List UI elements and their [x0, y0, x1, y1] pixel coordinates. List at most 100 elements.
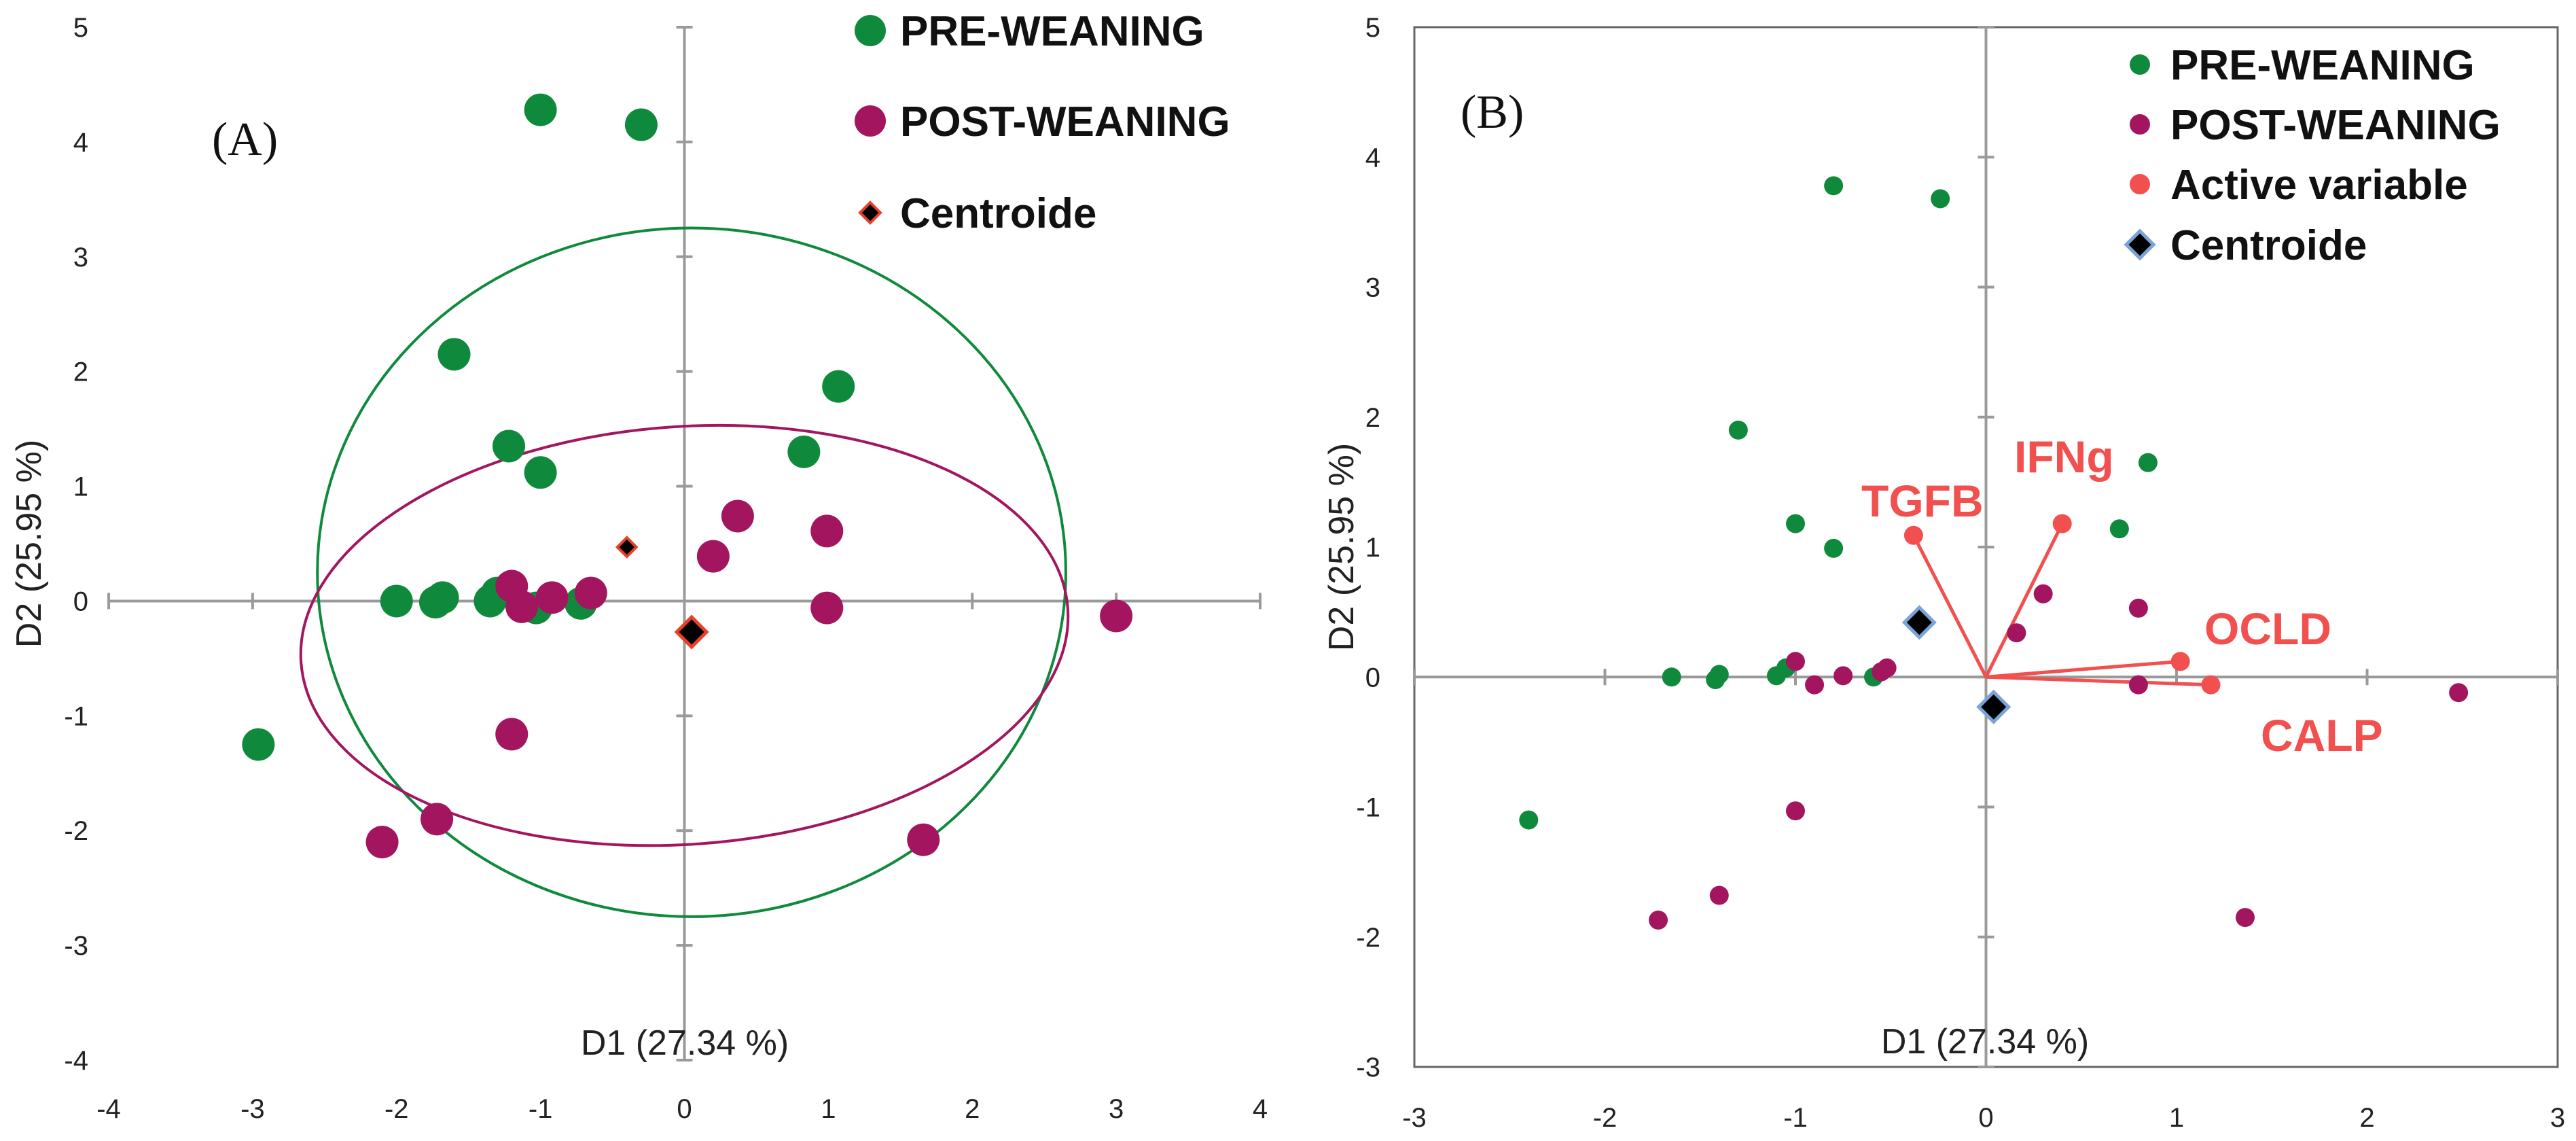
centroid-marker: [1901, 605, 1937, 640]
post-weaning-point: [365, 826, 399, 859]
post-weaning-point: [2033, 584, 2053, 603]
active-variable-point: [2052, 514, 2072, 533]
post-weaning-point: [721, 499, 754, 533]
panel-a-y-tick-label: -2: [64, 816, 88, 846]
panel-b-y-tick-label: 2: [1365, 403, 1380, 433]
panel-a-legend: PRE-WEANING POST-WEANING Centroide: [855, 8, 1230, 237]
pre-weaning-point: [1824, 176, 1844, 196]
post-weaning-point: [1805, 675, 1825, 695]
panel-b-x-tick-label: -2: [1593, 1103, 1617, 1133]
panel-a-x-tick-label: -1: [529, 1094, 553, 1124]
panel-b-x-tick-label: -1: [1783, 1103, 1808, 1133]
post-weaning-point: [574, 576, 607, 610]
post-weaning-point: [1649, 910, 1668, 930]
post-weaning-point: [2235, 908, 2255, 928]
panel-b-y-tick-label: -2: [1356, 923, 1380, 953]
active-variable-label: CALP: [2261, 710, 2383, 760]
pre-weaning-point: [437, 338, 471, 371]
panel-a-legend-label: PRE-WEANING: [900, 8, 1204, 55]
panel-b-y-tick-label: 3: [1365, 273, 1380, 303]
panel-a-y-tick-label: 4: [73, 128, 88, 158]
post-weaning-point: [2449, 683, 2469, 703]
panel-b-label: (B): [1461, 86, 1524, 139]
panel-b-y-tick-label: 0: [1365, 663, 1380, 692]
panel-a-y-tick-label: 3: [73, 243, 88, 273]
panel-a-x-tick-label: 1: [821, 1094, 836, 1124]
post-weaning-point: [696, 540, 730, 573]
panel-a-x-axis-title: D1 (27.34 %): [581, 1023, 789, 1063]
post-weaning-point: [2128, 675, 2148, 695]
centroid-marker: [1976, 689, 2011, 724]
panel-b: -3 -2 -1 0 1 2 3 -3 -2 -1 0 1 2 3 4 5 TGFB IFNg OCLD CALP D1…: [1322, 13, 2565, 1133]
post-weaning-point: [421, 803, 454, 836]
active-variable-point: [2170, 652, 2190, 671]
panel-b-legend-swatch: [2130, 174, 2150, 194]
panel-a-y-tick-label: 2: [73, 357, 88, 387]
panel-a-x-tick-label: -4: [96, 1094, 121, 1124]
post-weaning-point: [1786, 652, 1805, 671]
panel-a-y-axis-title: D2 (25.95 %): [10, 440, 49, 648]
panel-a-legend-swatch: [858, 200, 882, 225]
post-weaning-point: [2128, 598, 2148, 618]
panel-b-x-tick-label: 1: [2169, 1103, 2184, 1133]
panel-b-y-tick-label: 4: [1365, 143, 1380, 173]
pre-weaning-point: [1931, 189, 1950, 209]
panel-b-x-axis-title: D1 (27.34 %): [1881, 1022, 2089, 1061]
active-variable-label: OCLD: [2204, 603, 2331, 654]
pre-weaning-point: [1709, 665, 1729, 684]
pre-weaning-point: [426, 581, 459, 614]
panel-a-x-tick-label: 4: [1253, 1094, 1268, 1124]
pre-weaning-point: [1824, 538, 1844, 558]
panel-b-y-tick-label: 5: [1365, 13, 1380, 43]
centroid-marker: [674, 614, 709, 650]
post-weaning-point: [535, 581, 569, 614]
panel-b-legend-label: Centroide: [2170, 222, 2367, 269]
panel-a-label: (A): [212, 113, 278, 166]
panel-a-y-tick-label: 5: [73, 13, 88, 43]
panel-a-legend-swatch: [855, 15, 886, 46]
panel-a-x-tick-label: 0: [677, 1094, 692, 1124]
panel-a-x-tick-label: 2: [965, 1094, 980, 1124]
panel-a-x-tick-label: -3: [240, 1094, 265, 1124]
pre-weaning-point: [380, 584, 413, 618]
pre-weaning-point: [493, 429, 526, 463]
active-variable-point: [1903, 525, 1923, 545]
post-weaning-point: [1100, 599, 1133, 633]
post-weaning-point: [1877, 658, 1897, 678]
active-variable-label: TGFB: [1861, 476, 1984, 526]
panel-b-y-tick-label: -1: [1356, 793, 1380, 823]
panel-a: -4 -3 -2 -1 0 1 2 3 4 -4 -3 -2 -1 0 1 2 3 4 5 D1 (27.34 %) D…: [10, 8, 1268, 1124]
panel-b-x-tick-label: 2: [2359, 1103, 2374, 1133]
active-variable-point: [2201, 675, 2221, 695]
pre-weaning-point: [1786, 514, 1805, 533]
post-weaning-point: [505, 590, 539, 623]
post-weaning-point: [810, 514, 844, 548]
panel-a-x-tick-label: 3: [1109, 1094, 1124, 1124]
post-weaning-point: [1786, 801, 1805, 821]
centroid-marker: [615, 536, 639, 559]
pre-weaning-point: [624, 108, 658, 141]
panel-a-y-tick-label: -1: [64, 701, 88, 731]
active-variable-vector: [1986, 675, 2211, 687]
panel-a-legend-label: POST-WEANING: [900, 99, 1230, 145]
pre-weaning-point: [1662, 667, 1681, 687]
pre-weaning-point: [1728, 420, 1748, 440]
post-weaning-ellipse: [299, 423, 1070, 847]
active-variable-vector: [1984, 523, 2064, 678]
active-variable-label: IFNg: [2014, 432, 2114, 482]
post-weaning-point: [810, 591, 844, 625]
panel-a-legend-label: Centroide: [900, 190, 1096, 237]
panel-a-y-tick-label: 0: [73, 586, 88, 616]
pre-weaning-point: [822, 370, 855, 403]
pre-weaning-point: [524, 456, 557, 489]
post-weaning-point: [1833, 666, 1853, 686]
panel-b-legend-swatch: [2124, 228, 2156, 261]
pre-weaning-point: [1519, 810, 1539, 830]
panel-b-legend-swatch: [2130, 54, 2150, 75]
panel-b-legend: PRE-WEANING POST-WEANING Active variable Ce…: [2124, 42, 2501, 269]
panel-b-x-tick-label: 3: [2550, 1103, 2565, 1133]
pre-weaning-point: [787, 435, 821, 468]
panel-a-y-tick-label: -4: [64, 1046, 88, 1076]
post-weaning-point: [495, 718, 529, 751]
